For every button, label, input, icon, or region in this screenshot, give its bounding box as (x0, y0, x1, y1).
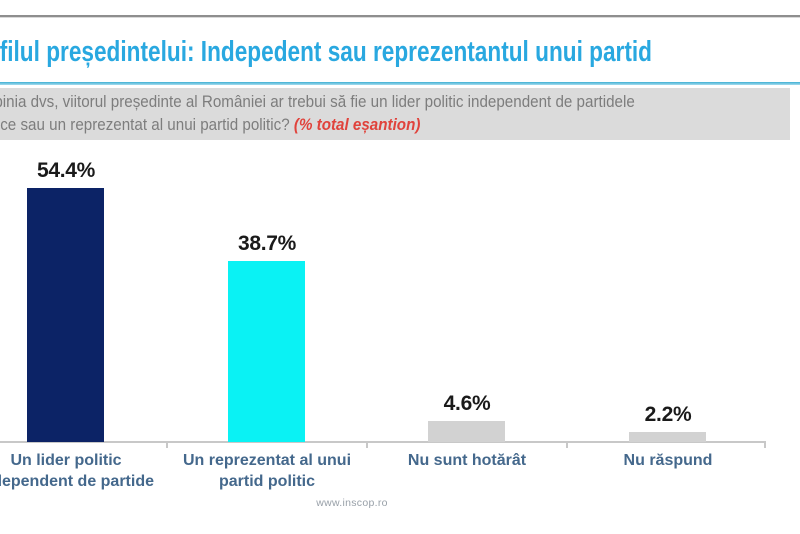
slide-title: Profilul președintelui: Indepedent sau r… (0, 36, 652, 68)
value-label-no-answer: 2.2% (644, 403, 692, 426)
x-axis-line (0, 441, 766, 443)
value-label-undecided: 4.6% (443, 392, 491, 415)
axis-tick (366, 442, 368, 448)
top-divider-line (0, 15, 800, 17)
value-label-party-representative: 38.7% (237, 232, 297, 255)
question-banner (0, 88, 790, 140)
question-text: În opinia dvs, viitorul președinte al Ro… (0, 91, 635, 137)
bar-no-answer (629, 432, 706, 442)
bar-party-representative (228, 261, 305, 442)
bar-independent-leader (27, 188, 104, 442)
axis-tick (166, 442, 168, 448)
source-website: www.inscop.ro (316, 497, 388, 509)
question-line-1: În opinia dvs, viitorul președinte al Ro… (0, 93, 635, 111)
category-label-independent-leader: Un lider politic independent de partide (0, 452, 154, 490)
question-line-2-main: politice sau un reprezentat al unui part… (0, 116, 294, 134)
axis-tick (566, 442, 568, 448)
axis-tick (764, 442, 766, 448)
value-label-independent-leader: 54.4% (36, 159, 96, 182)
category-label-no-answer: Nu răspund (623, 452, 713, 469)
sample-note: (% total eșantion) (293, 116, 421, 134)
category-label-party-representative: Un reprezentat al unui partid politic (182, 452, 352, 490)
question-line-2: politice sau un reprezentat al unui part… (0, 114, 635, 137)
category-label-undecided: Nu sunt hotărât (407, 452, 527, 469)
title-underline (0, 82, 800, 85)
bar-undecided (428, 421, 505, 442)
